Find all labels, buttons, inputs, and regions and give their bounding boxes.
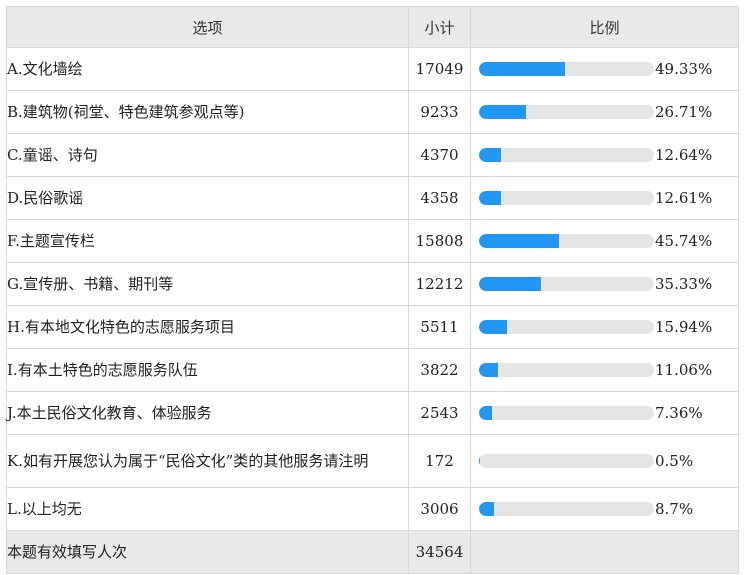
option-label: F.主题宣传栏 xyxy=(6,219,409,263)
ratio-bar-track xyxy=(479,454,654,468)
table-row: C.童谣、诗句 4370 12.64% xyxy=(6,133,739,177)
option-count: 2543 xyxy=(408,391,471,435)
table-row: I.有本土特色的志愿服务队伍 3822 11.06% xyxy=(6,348,739,392)
ratio-percent: 11.06% xyxy=(655,361,713,379)
ratio-percent: 12.64% xyxy=(655,146,713,164)
option-label: K.如有开展您认为属于“民俗文化”类的其他服务请注明 xyxy=(6,434,409,488)
option-count: 5511 xyxy=(408,305,471,349)
table-row: L.以上均无 3006 8.7% xyxy=(6,487,739,531)
ratio-percent: 49.33% xyxy=(655,60,713,78)
option-label: I.有本土特色的志愿服务队伍 xyxy=(6,348,409,392)
ratio-bar-fill xyxy=(479,406,492,420)
ratio-percent: 45.74% xyxy=(655,232,713,250)
table-header-row: 选项 小计 比例 xyxy=(6,6,739,48)
table-row: B.建筑物(祠堂、特色建筑参观点等) 9233 26.71% xyxy=(6,90,739,134)
option-count: 172 xyxy=(408,434,471,488)
ratio-percent: 0.5% xyxy=(655,452,694,470)
option-count: 4370 xyxy=(408,133,471,177)
table-row: H.有本地文化特色的志愿服务项目 5511 15.94% xyxy=(6,305,739,349)
ratio-cell: 8.7% xyxy=(470,487,739,531)
ratio-cell: 12.61% xyxy=(470,176,739,220)
table-row: A.文化墙绘 17049 49.33% xyxy=(6,47,739,91)
ratio-bar-fill xyxy=(479,105,526,119)
option-count: 9233 xyxy=(408,90,471,134)
ratio-bar-fill xyxy=(479,502,495,516)
ratio-bar-track xyxy=(479,502,654,516)
ratio-bar-track xyxy=(479,148,654,162)
footer-empty-cell xyxy=(470,530,739,574)
ratio-cell: 11.06% xyxy=(470,348,739,392)
table-row: J.本土民俗文化教育、体验服务 2543 7.36% xyxy=(6,391,739,435)
results-table-container: 选项 小计 比例 A.文化墙绘 17049 49.33% B.建筑物(祠堂、特色… xyxy=(6,6,739,574)
ratio-bar-track xyxy=(479,363,654,377)
ratio-cell: 45.74% xyxy=(470,219,739,263)
header-count: 小计 xyxy=(408,6,471,48)
ratio-cell: 0.5% xyxy=(470,434,739,488)
ratio-bar-fill xyxy=(479,191,502,205)
option-label: L.以上均无 xyxy=(6,487,409,531)
header-ratio: 比例 xyxy=(470,6,739,48)
ratio-bar-fill xyxy=(479,320,507,334)
option-count: 12212 xyxy=(408,262,471,306)
option-label: H.有本地文化特色的志愿服务项目 xyxy=(6,305,409,349)
ratio-bar-fill xyxy=(479,62,566,76)
footer-label: 本题有效填写人次 xyxy=(6,530,409,574)
ratio-percent: 12.61% xyxy=(655,189,713,207)
ratio-bar-track xyxy=(479,406,654,420)
table-footer-row: 本题有效填写人次 34564 xyxy=(6,530,739,574)
option-label: A.文化墙绘 xyxy=(6,47,409,91)
ratio-percent: 26.71% xyxy=(655,103,713,121)
ratio-cell: 12.64% xyxy=(470,133,739,177)
option-count: 15808 xyxy=(408,219,471,263)
option-count: 17049 xyxy=(408,47,471,91)
ratio-bar-fill xyxy=(479,454,480,468)
ratio-bar-track xyxy=(479,105,654,119)
ratio-cell: 26.71% xyxy=(470,90,739,134)
ratio-bar-track xyxy=(479,62,654,76)
ratio-bar-track xyxy=(479,191,654,205)
ratio-bar-fill xyxy=(479,148,502,162)
table-row: K.如有开展您认为属于“民俗文化”类的其他服务请注明 172 0.5% xyxy=(6,434,739,488)
ratio-bar-track xyxy=(479,320,654,334)
header-option: 选项 xyxy=(6,6,409,48)
option-label: D.民俗歌谣 xyxy=(6,176,409,220)
table-body: A.文化墙绘 17049 49.33% B.建筑物(祠堂、特色建筑参观点等) 9… xyxy=(6,47,739,574)
ratio-cell: 49.33% xyxy=(470,47,739,91)
ratio-percent: 15.94% xyxy=(655,318,713,336)
ratio-bar-fill xyxy=(479,363,499,377)
option-count: 3006 xyxy=(408,487,471,531)
table-row: G.宣传册、书籍、期刊等 12212 35.33% xyxy=(6,262,739,306)
ratio-percent: 35.33% xyxy=(655,275,713,293)
option-label: G.宣传册、书籍、期刊等 xyxy=(6,262,409,306)
table-row: F.主题宣传栏 15808 45.74% xyxy=(6,219,739,263)
option-count: 4358 xyxy=(408,176,471,220)
ratio-percent: 8.7% xyxy=(655,500,694,518)
ratio-cell: 35.33% xyxy=(470,262,739,306)
ratio-bar-fill xyxy=(479,234,560,248)
option-label: C.童谣、诗句 xyxy=(6,133,409,177)
ratio-bar-track xyxy=(479,277,654,291)
option-label: J.本土民俗文化教育、体验服务 xyxy=(6,391,409,435)
table-row: D.民俗歌谣 4358 12.61% xyxy=(6,176,739,220)
option-count: 3822 xyxy=(408,348,471,392)
ratio-cell: 7.36% xyxy=(470,391,739,435)
ratio-bar-track xyxy=(479,234,654,248)
ratio-percent: 7.36% xyxy=(655,404,703,422)
option-label: B.建筑物(祠堂、特色建筑参观点等) xyxy=(6,90,409,134)
results-table: 选项 小计 比例 A.文化墙绘 17049 49.33% B.建筑物(祠堂、特色… xyxy=(6,6,739,574)
ratio-bar-fill xyxy=(479,277,541,291)
ratio-cell: 15.94% xyxy=(470,305,739,349)
footer-count: 34564 xyxy=(408,530,471,574)
